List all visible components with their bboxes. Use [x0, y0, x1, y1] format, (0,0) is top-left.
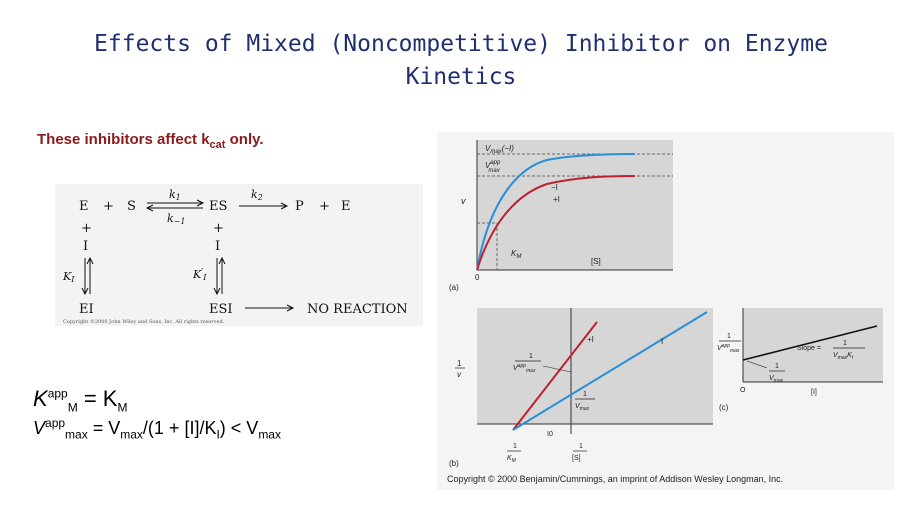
panel-c-slope-label: Slope =: [797, 345, 821, 352]
panel-b-int-den: Vmax: [575, 403, 590, 412]
equation-vmax: Vappmax = Vmax/(1 + [I]/KI) < Vmax: [33, 416, 281, 442]
slide-title-line-1: Effects of Mixed (Noncompetitive) Inhibi…: [94, 31, 828, 57]
panel-a-minus-I: −I: [551, 183, 558, 192]
scheme-plus-left: +: [81, 221, 92, 236]
rate-k1: k1: [169, 188, 181, 202]
constant-KI: KI: [62, 270, 75, 284]
rate-k2: k2: [251, 188, 263, 202]
panel-b-app-int-pointer: [542, 365, 572, 373]
scheme-ESI: ESI: [209, 302, 233, 317]
panel-b-x-axis-num: 1: [579, 443, 583, 450]
panel-c-y-den: Vappmax: [717, 343, 740, 354]
subtitle-sub: cat: [209, 139, 226, 151]
panel-a-plot-area: [477, 140, 673, 270]
vmaxapp-label: Vapp max: [485, 160, 501, 174]
panel-c-slope-num: 1: [843, 340, 847, 347]
no-reaction-label: NO REACTION: [307, 302, 408, 317]
panel-c-plot-area: [743, 308, 883, 382]
figure-copyright: Copyright © 2000 Benjamin/Cummings, an i…: [447, 474, 783, 484]
panel-b-y-num: 1: [457, 359, 462, 368]
panel-a: Vmax(−I) Vapp max v [S] −I +I KM 0 (a): [449, 140, 673, 292]
panel-a-label: (a): [449, 283, 459, 292]
panel-b-x-zero: I0: [547, 431, 553, 438]
panel-c-label: (c): [719, 403, 729, 412]
equation-km: KappM = KM: [33, 386, 128, 415]
scheme-E: E: [79, 199, 89, 214]
subtitle-tail: only.: [225, 131, 264, 148]
panel-b-int-num: 1: [583, 391, 587, 398]
panel-c-x-label: [I]: [811, 389, 817, 396]
panel-b-plus-I: +I: [587, 335, 594, 344]
panel-b-app-int-den: Vappmax: [513, 363, 536, 374]
panel-b-x-int-num: 1: [513, 443, 517, 450]
panel-c-int-num: 1: [775, 363, 779, 370]
panel-a-plus-I: +I: [553, 195, 560, 204]
slide-title: Effects of Mixed (Noncompetitive) Inhibi…: [0, 28, 922, 94]
panel-a-y-label: v: [461, 196, 466, 206]
reaction-scheme: E + S ES P + E k1 k−1 k2 + I + I: [55, 184, 423, 326]
scheme-I-right: I: [215, 239, 220, 254]
scheme-plus-2: +: [319, 199, 330, 214]
inhibited-line: [512, 321, 598, 431]
panel-b: 1 v +I I 1 Vappmax 1 Vmax I0 1 KM 1 [S] …: [449, 308, 713, 468]
kinetics-plots-figure: Vmax(−I) Vapp max v [S] −I +I KM 0 (a) 1 …: [437, 132, 894, 490]
panel-c-slope-den: VmaxKI: [833, 352, 854, 361]
inhibited-curve: [476, 175, 636, 271]
panel-a-x-label: [S]: [591, 257, 601, 266]
scheme-copyright: Copyright ©2000 John Wiley and Sons, Inc…: [63, 318, 225, 325]
panel-c-y-num: 1: [727, 333, 731, 340]
panel-c-line: [742, 325, 878, 361]
panel-b-plot-area: [477, 308, 713, 424]
scheme-ES: ES: [209, 199, 227, 214]
panel-b-label: (b): [449, 459, 459, 468]
slide-title-line-2: Kinetics: [405, 64, 517, 90]
vmax-label: Vmax(−I): [485, 144, 514, 155]
constant-KI-prime: K′I: [192, 268, 207, 282]
scheme-S: S: [127, 199, 136, 214]
uninhibited-line: [512, 311, 708, 431]
scheme-EI: EI: [79, 302, 94, 317]
rate-k-minus-1: k−1: [167, 212, 185, 226]
scheme-I-left: I: [83, 239, 88, 254]
scheme-plus-right: +: [213, 221, 224, 236]
panel-b-x-axis-den: [S]: [572, 455, 581, 462]
panel-a-km-label: KM: [511, 249, 521, 260]
slide-subtitle: These inhibitors affect kcat only.: [37, 131, 264, 151]
scheme-E-2: E: [341, 199, 351, 214]
panel-b-minus-I: I: [661, 337, 663, 346]
scheme-plus-1: +: [103, 199, 114, 214]
panel-c-int-pointer: [746, 360, 768, 369]
scheme-P: P: [295, 199, 304, 214]
panel-b-y-den: v: [457, 370, 462, 379]
subtitle-text: These inhibitors affect k: [37, 131, 210, 148]
panel-c: 1 Vappmax Slope = 1 VmaxKI 1 Vmax O [I] …: [717, 308, 883, 412]
panel-a-origin: 0: [475, 273, 480, 282]
panel-c-origin: O: [740, 387, 746, 394]
uninhibited-curve: [476, 153, 636, 271]
panel-b-app-int-num: 1: [529, 353, 533, 360]
panel-b-x-int-den: KM: [507, 455, 517, 464]
panel-c-int-den: Vmax: [769, 375, 784, 384]
